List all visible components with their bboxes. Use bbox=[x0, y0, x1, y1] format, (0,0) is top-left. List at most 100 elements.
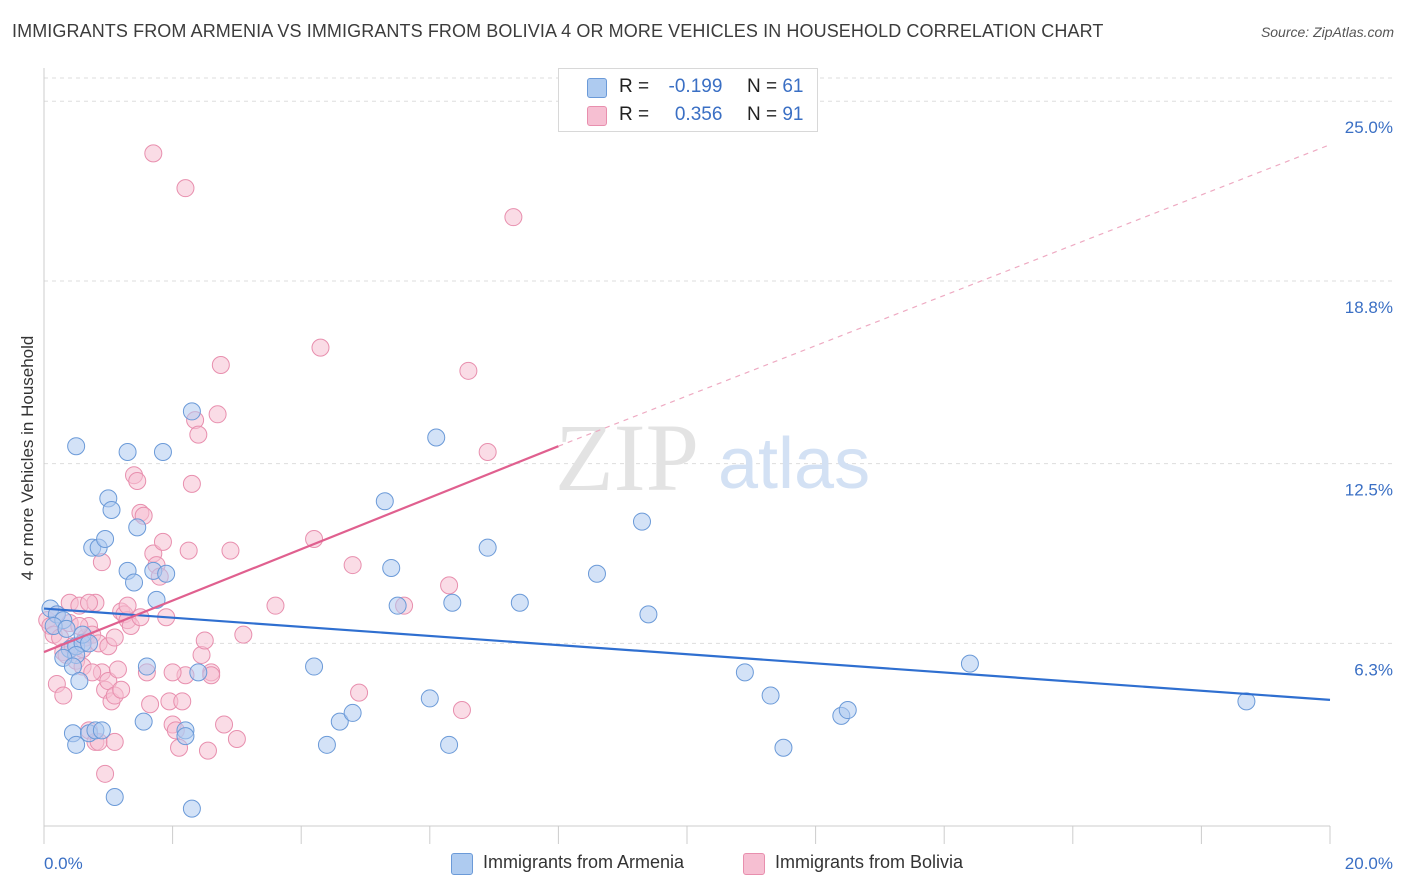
armenia-point bbox=[176, 727, 195, 746]
x-tick-label: 0.0% bbox=[44, 854, 83, 873]
armenia-point bbox=[382, 558, 401, 577]
bolivia-point bbox=[189, 425, 208, 444]
armenia-point bbox=[478, 538, 497, 557]
armenia-point bbox=[182, 402, 201, 421]
y-tick-label: 12.5% bbox=[1345, 481, 1393, 500]
armenia-point bbox=[157, 564, 176, 583]
armenia-point bbox=[639, 605, 658, 624]
armenia-point bbox=[137, 657, 156, 676]
bolivia-point bbox=[198, 741, 217, 760]
armenia-point bbox=[960, 654, 979, 673]
watermark-zip: ZIP bbox=[555, 404, 699, 511]
armenia-point bbox=[153, 443, 172, 461]
armenia-point bbox=[1237, 692, 1256, 711]
bolivia-point bbox=[266, 596, 285, 615]
stats-legend: R = -0.199 N = 61 R = 0.356 N = 91 bbox=[558, 68, 818, 132]
bolivia-point bbox=[141, 695, 160, 714]
bolivia-n-value: 91 bbox=[782, 104, 804, 125]
bolivia-point bbox=[195, 631, 214, 650]
armenia-swatch bbox=[587, 78, 607, 98]
chart-title: IMMIGRANTS FROM ARMENIA VS IMMIGRANTS FR… bbox=[12, 21, 1104, 41]
bolivia-point bbox=[182, 474, 201, 493]
bolivia-point bbox=[440, 576, 459, 595]
armenia-point bbox=[105, 788, 124, 807]
armenia-point bbox=[388, 596, 407, 615]
source-credit: Source: ZipAtlas.com bbox=[1260, 24, 1394, 40]
bolivia-point bbox=[452, 701, 471, 720]
armenia-point bbox=[189, 663, 208, 682]
armenia-point bbox=[134, 712, 153, 731]
armenia-legend-swatch bbox=[451, 853, 473, 875]
bolivia-point bbox=[343, 556, 362, 575]
armenia-point bbox=[443, 593, 462, 612]
series-legend: Immigrants from Armenia Immigrants from … bbox=[0, 852, 1406, 876]
bolivia-trend-line bbox=[43, 445, 559, 654]
armenia-point bbox=[67, 735, 86, 754]
armenia-point bbox=[92, 721, 111, 740]
bolivia-point bbox=[234, 625, 253, 644]
bolivia-point bbox=[54, 686, 73, 705]
armenia-point bbox=[70, 672, 89, 691]
armenia-points bbox=[41, 402, 1256, 818]
armenia-point bbox=[125, 573, 144, 592]
armenia-point bbox=[147, 590, 166, 609]
armenia-point bbox=[632, 512, 651, 531]
bolivia-point bbox=[211, 356, 230, 375]
bolivia-trend-extension bbox=[558, 144, 1331, 447]
bolivia-point bbox=[163, 663, 182, 682]
y-tick-label: 25.0% bbox=[1345, 118, 1393, 137]
armenia-point bbox=[761, 686, 780, 705]
trend-lines bbox=[43, 144, 1331, 701]
x-tick-label: 20.0% bbox=[1345, 854, 1393, 873]
armenia-point bbox=[343, 703, 362, 722]
bolivia-legend-swatch bbox=[743, 853, 765, 875]
bolivia-point bbox=[144, 144, 163, 163]
armenia-point bbox=[587, 564, 606, 583]
bolivia-point bbox=[105, 732, 124, 751]
bolivia-point bbox=[208, 405, 227, 424]
bolivia-point bbox=[215, 715, 234, 734]
bolivia-r-label: R = bbox=[619, 104, 650, 125]
armenia-point bbox=[67, 437, 86, 456]
bolivia-point bbox=[153, 532, 172, 551]
armenia-point bbox=[427, 428, 446, 447]
tick-labels: 6.3% 12.5% 18.8% 25.0% 0.0% 20.0% bbox=[44, 118, 1393, 873]
y-tick-label: 18.8% bbox=[1345, 298, 1393, 317]
y-tick-label: 6.3% bbox=[1354, 660, 1393, 679]
armenia-point bbox=[838, 701, 857, 720]
watermark: ZIP atlas bbox=[555, 404, 870, 511]
watermark-atlas: atlas bbox=[718, 424, 870, 504]
armenia-point bbox=[128, 518, 147, 537]
bolivia-point bbox=[128, 471, 147, 490]
armenia-n-value: 61 bbox=[782, 76, 804, 97]
bolivia-point bbox=[112, 680, 131, 699]
bolivia-point bbox=[459, 361, 478, 380]
armenia-point bbox=[96, 529, 115, 548]
armenia-point bbox=[375, 492, 394, 511]
armenia-point bbox=[440, 735, 459, 754]
bolivia-point bbox=[350, 683, 369, 702]
bolivia-point bbox=[80, 593, 99, 612]
bolivia-point bbox=[227, 730, 246, 749]
armenia-legend-label: Immigrants from Armenia bbox=[483, 852, 685, 872]
armenia-point bbox=[317, 735, 336, 754]
armenia-n-label: N = bbox=[746, 76, 778, 97]
armenia-point bbox=[305, 657, 324, 676]
armenia-point bbox=[102, 500, 121, 519]
gridlines bbox=[44, 77, 1395, 644]
axes bbox=[43, 68, 1331, 844]
armenia-trend-line bbox=[43, 607, 1331, 701]
bolivia-legend-label: Immigrants from Bolivia bbox=[775, 852, 964, 872]
armenia-point bbox=[420, 689, 439, 708]
bolivia-point bbox=[83, 663, 102, 682]
bolivia-point bbox=[504, 208, 523, 227]
bolivia-point bbox=[221, 541, 240, 560]
bolivia-point bbox=[176, 179, 195, 198]
armenia-point bbox=[330, 712, 349, 731]
armenia-point bbox=[182, 799, 201, 818]
armenia-point bbox=[118, 443, 137, 461]
bolivia-point bbox=[96, 764, 115, 783]
armenia-point bbox=[735, 663, 754, 682]
bolivia-point bbox=[105, 628, 124, 647]
